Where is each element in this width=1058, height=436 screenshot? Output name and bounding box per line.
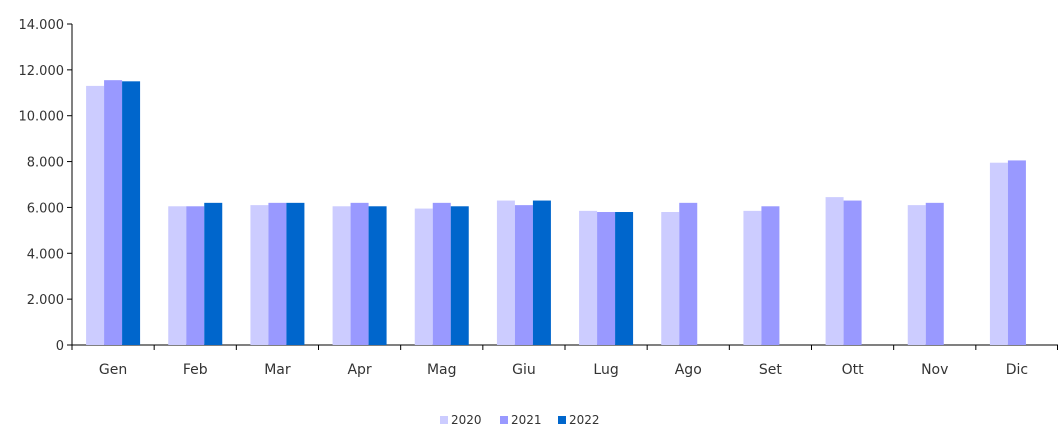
- bar-2021-Gen: [104, 80, 123, 346]
- bar-2021-Mar: [268, 202, 287, 345]
- bar-2020-Set: [743, 210, 762, 345]
- y-tick-label: 0: [56, 339, 64, 354]
- legend-swatch-2021: [500, 416, 508, 424]
- x-tick-label: Ago: [675, 362, 702, 378]
- bar-2022-Giu: [532, 200, 551, 345]
- y-tick-label: 8.000: [27, 156, 64, 171]
- bar-2020-Ott: [825, 197, 844, 345]
- bar-2021-Apr: [350, 202, 369, 345]
- bar-2022-Mag: [450, 206, 469, 345]
- x-tick-label: Giu: [512, 362, 536, 378]
- bar-2021-Ago: [679, 202, 698, 345]
- legend-swatch-2022: [558, 416, 566, 424]
- x-tick-label: Feb: [183, 362, 208, 378]
- bar-2020-Giu: [496, 200, 515, 345]
- legend-label: 2022: [569, 413, 600, 427]
- bar-2020-Nov: [907, 205, 926, 345]
- x-tick-label: Lug: [593, 362, 618, 378]
- y-axis: 0 2.000 4.000 6.000 8.000 10.000 12.000 14.000: [19, 18, 73, 354]
- x-tick-label: Mar: [264, 362, 291, 378]
- bar-2020-Mar: [250, 205, 269, 345]
- y-tick-label: 12.000: [19, 64, 65, 79]
- bar-2020-Ago: [661, 212, 680, 345]
- bar-2021-Mag: [432, 202, 451, 345]
- x-tick-label: Dic: [1006, 362, 1028, 378]
- y-tick-label: 14.000: [19, 18, 65, 33]
- bar-2021-Ott: [843, 200, 862, 345]
- y-tick-label: 6.000: [27, 201, 64, 216]
- bar-2021-Set: [761, 206, 780, 345]
- y-tick-label: 2.000: [27, 293, 64, 308]
- bar-2022-Feb: [204, 202, 223, 345]
- bar-2020-Dic: [989, 162, 1008, 345]
- x-tick-label: Nov: [921, 362, 948, 378]
- legend-label: 2020: [451, 413, 482, 427]
- bar-2021-Lug: [597, 212, 616, 345]
- legend-label: 2021: [511, 413, 542, 427]
- bar-2020-Apr: [332, 206, 351, 345]
- x-tick-label: Apr: [347, 362, 371, 378]
- legend: 2020 2021 2022: [440, 413, 600, 427]
- bar-2020-Gen: [86, 85, 105, 346]
- bar-2022-Mar: [286, 202, 305, 345]
- y-tick-label: 4.000: [27, 247, 64, 262]
- x-tick-label: Mag: [427, 362, 457, 378]
- bar-2020-Mag: [414, 208, 433, 345]
- x-axis: Gen Feb Mar Apr Mag Giu Lug Ago Set Ott Nov Dic: [71, 344, 1058, 378]
- x-tick-label: Gen: [99, 362, 127, 378]
- bars: [86, 80, 1026, 346]
- bar-2022-Gen: [122, 81, 141, 346]
- bar-2021-Dic: [1007, 160, 1026, 345]
- bar-2021-Nov: [925, 202, 944, 345]
- bar-2020-Feb: [168, 206, 187, 345]
- x-tick-label: Set: [759, 362, 783, 378]
- bar-2022-Apr: [368, 206, 387, 345]
- bar-2021-Giu: [514, 205, 533, 345]
- bar-2022-Lug: [615, 212, 634, 345]
- y-tick-label: 10.000: [19, 110, 65, 125]
- legend-swatch-2020: [440, 416, 448, 424]
- bar-2021-Feb: [186, 206, 205, 345]
- bar-2020-Lug: [579, 210, 598, 345]
- x-tick-label: Ott: [842, 362, 865, 378]
